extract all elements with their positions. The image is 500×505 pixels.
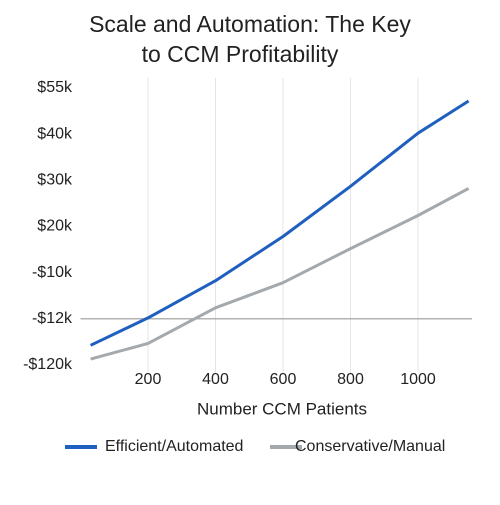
x-tick-label: 200 (135, 371, 162, 388)
series-line (90, 187, 470, 361)
y-tick-label: $30k (37, 172, 73, 189)
series-line (89, 99, 470, 347)
y-tick-label: $20k (37, 218, 73, 235)
chart-title: Scale and Automation: The Key (89, 11, 411, 37)
y-tick-label: -$120k (23, 356, 73, 373)
y-tick-label: -$10k (32, 264, 73, 281)
y-tick-label: $40k (37, 125, 73, 142)
legend-label: Conservative/Manual (295, 438, 445, 455)
legend-label: Efficient/Automated (105, 438, 243, 455)
x-axis-label: Number CCM Patients (197, 399, 367, 418)
chart-title: to CCM Profitability (142, 41, 339, 67)
x-tick-label: 1000 (400, 371, 436, 388)
y-tick-label: -$12k (32, 310, 73, 327)
x-tick-label: 800 (337, 371, 364, 388)
x-tick-label: 400 (202, 371, 229, 388)
y-tick-label: $55k (37, 79, 73, 96)
x-tick-label: 600 (270, 371, 297, 388)
